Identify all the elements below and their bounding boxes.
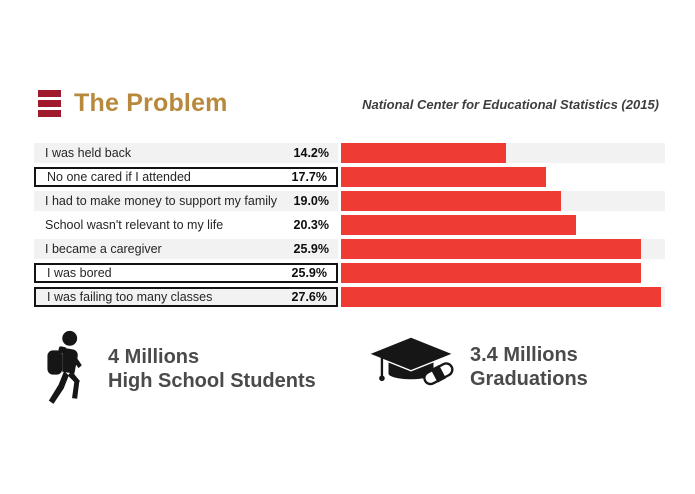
stat-text: 3.4 Millions Graduations xyxy=(470,343,588,391)
percent-value: 25.9% xyxy=(291,266,327,280)
percent-value: 20.3% xyxy=(293,218,329,232)
bar-track xyxy=(341,191,665,211)
percent-value: 27.6% xyxy=(291,290,327,304)
reason-cell: No one cared if I attended 17.7% xyxy=(34,167,338,187)
percent-value: 25.9% xyxy=(293,242,329,256)
table-row: I was failing too many classes 27.6% xyxy=(34,287,665,307)
bar-track xyxy=(341,215,665,235)
table-row: I was bored 25.9% xyxy=(34,263,665,283)
menu-bars-icon xyxy=(38,89,61,117)
bar xyxy=(341,143,506,163)
table-row: I became a caregiver 25.9% xyxy=(34,239,665,259)
table-row: I had to make money to support my family… xyxy=(34,191,665,211)
title-group: The Problem xyxy=(38,89,228,118)
bar xyxy=(341,287,662,307)
stat-label: Graduations xyxy=(470,368,588,390)
reason-label: I had to make money to support my family xyxy=(45,194,278,208)
reason-cell: School wasn't relevant to my life 20.3% xyxy=(34,215,338,235)
reason-label: I became a caregiver xyxy=(45,242,162,256)
stat-label: High School Students xyxy=(108,370,316,392)
table-row: School wasn't relevant to my life 20.3% xyxy=(34,215,665,235)
bar xyxy=(341,215,577,235)
reason-cell: I had to make money to support my family… xyxy=(34,191,338,211)
bar xyxy=(341,239,642,259)
stat-value: 4 Millions xyxy=(108,346,200,368)
stat-value: 3.4 Millions xyxy=(470,344,578,366)
reason-cell: I was held back 14.2% xyxy=(34,143,338,163)
student-backpack-icon xyxy=(47,330,82,404)
reason-label: School wasn't relevant to my life xyxy=(45,218,224,232)
bar-track xyxy=(341,143,665,163)
graduation-cap-icon xyxy=(366,336,456,386)
bar-chart: I was held back 14.2% No one cared if I … xyxy=(34,143,665,311)
reason-cell: I was failing too many classes 27.6% xyxy=(34,287,338,307)
reason-cell: I became a caregiver 25.9% xyxy=(34,239,338,259)
bar xyxy=(341,167,547,187)
source-caption: National Center for Educational Statisti… xyxy=(362,96,659,112)
table-row: No one cared if I attended 17.7% xyxy=(34,167,665,187)
stat-text: 4 Millions High School Students xyxy=(108,345,316,393)
bar-track xyxy=(341,263,665,283)
reason-label: No one cared if I attended xyxy=(47,170,191,184)
stat-students: 4 Millions High School Students xyxy=(42,330,316,408)
reason-label: I was bored xyxy=(47,266,112,280)
percent-value: 17.7% xyxy=(291,170,327,184)
bar-track xyxy=(341,167,665,187)
table-row: I was held back 14.2% xyxy=(34,143,665,163)
bar xyxy=(341,191,562,211)
bar-track xyxy=(341,239,665,259)
page-title: The Problem xyxy=(74,88,228,117)
percent-value: 19.0% xyxy=(293,194,329,208)
percent-value: 14.2% xyxy=(293,146,329,160)
bar-track xyxy=(341,287,665,307)
header: The Problem National Center for Educatio… xyxy=(38,86,659,120)
bar xyxy=(341,263,642,283)
reason-cell: I was bored 25.9% xyxy=(34,263,338,283)
stat-graduations: 3.4 Millions Graduations xyxy=(366,336,588,398)
reason-label: I was failing too many classes xyxy=(47,290,213,304)
reason-label: I was held back xyxy=(45,146,132,160)
